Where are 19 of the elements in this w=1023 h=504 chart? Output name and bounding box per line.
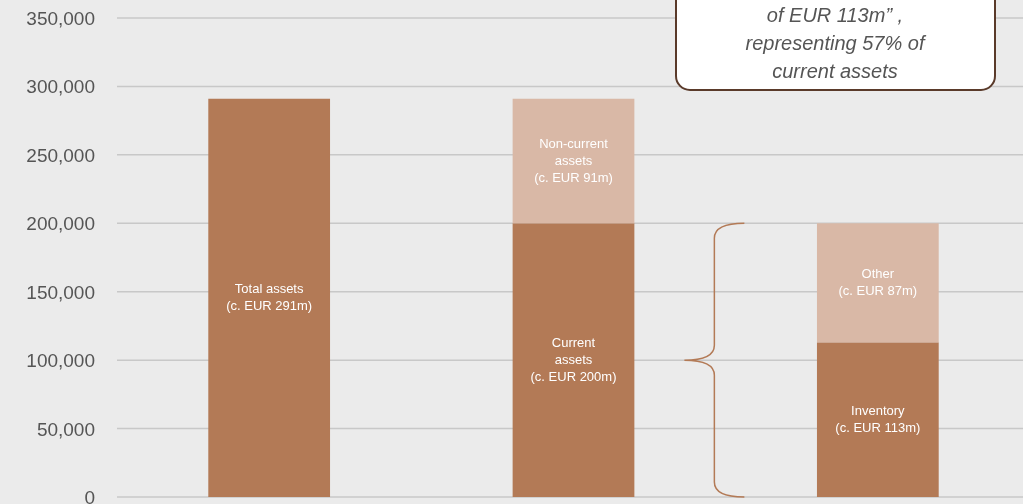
data-label: Current assets (c. EUR 200m): [530, 335, 617, 385]
bar: [816, 223, 939, 343]
y-tick-label: 350,000: [26, 8, 95, 29]
bar: [512, 223, 635, 497]
y-tick-label: 50,000: [36, 418, 95, 440]
y-tick-label: 100,000: [26, 350, 95, 372]
y-tick-label: 0: [84, 487, 95, 504]
y-tick-label: 150,000: [26, 281, 95, 303]
y-tick-label: 250,000: [26, 144, 95, 166]
data-label: Total assets (c. EUR 291m): [226, 281, 313, 314]
annotation: of EUR 113m” , representing 57% of current assets: [745, 4, 927, 82]
data-label: Non-current assets (c. EUR 91m): [534, 136, 613, 186]
bar: [816, 342, 939, 497]
y-tick-label: 200,000: [26, 213, 95, 235]
bar: [512, 98, 635, 224]
bar: [208, 98, 331, 497]
y-tick-label: 300,000: [26, 76, 95, 98]
data-label: Inventory (c. EUR 113m): [835, 403, 921, 436]
data-label: Other (c. EUR 87m): [838, 266, 918, 299]
